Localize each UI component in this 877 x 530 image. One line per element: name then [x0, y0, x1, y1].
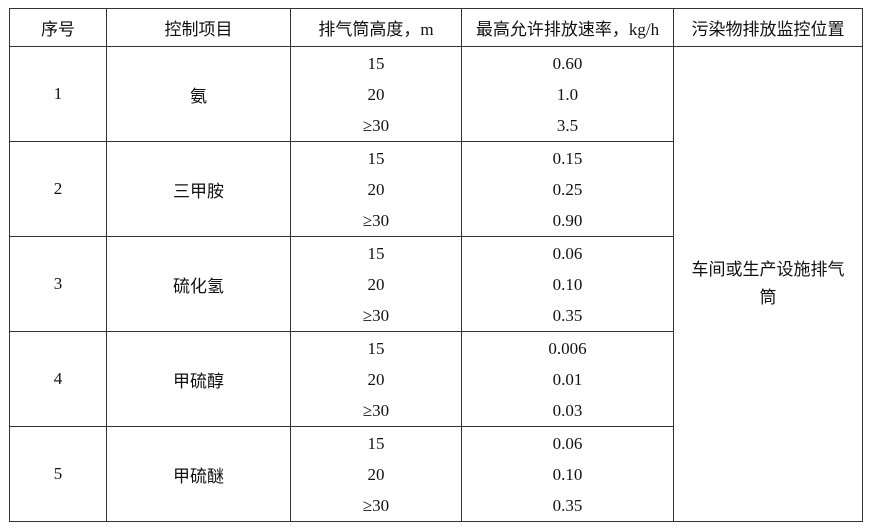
stack-height: 20	[367, 179, 385, 199]
stack-height: 20	[367, 369, 385, 389]
control-item: 硫化氢	[106, 236, 291, 332]
emission-rates: 0.15 0.25 0.90	[461, 141, 674, 237]
control-item: 甲硫醚	[106, 426, 291, 522]
emission-rates: 0.60 1.0 3.5	[461, 46, 674, 142]
stack-heights: 15 20 ≥30	[290, 236, 462, 332]
stack-height: 20	[367, 464, 385, 484]
stack-heights: 15 20 ≥30	[290, 46, 462, 142]
row-no: 1	[9, 46, 107, 142]
control-item: 氨	[106, 46, 291, 142]
stack-height: 15	[367, 148, 385, 168]
stack-height: 15	[367, 53, 385, 73]
emission-rate: 3.5	[556, 115, 579, 135]
emission-rate: 0.06	[552, 243, 583, 263]
stack-height: 15	[367, 243, 385, 263]
monitoring-location-cell: 车间或生产设施排气筒	[673, 46, 863, 522]
stack-heights: 15 20 ≥30	[290, 141, 462, 237]
table-row: 5 甲硫醚 15 20 ≥30 0.06 0.10 0.35	[9, 426, 863, 522]
stack-height: 20	[367, 84, 385, 104]
table-row: 1 氨 15 20 ≥30 0.60 1.0 3.5 车间或生产设施排气筒	[9, 46, 863, 522]
emission-rate: 0.35	[552, 495, 583, 515]
emission-rate: 0.06	[552, 433, 583, 453]
emission-rate: 0.25	[552, 179, 583, 199]
table-row: 4 甲硫醇 15 20 ≥30 0.006 0.01 0.03	[9, 331, 863, 427]
header-row: 序号 控制项目 排气筒高度，m 最高允许排放速率，kg/h 污染物排放监控位置	[9, 8, 863, 47]
emission-rate: 0.90	[552, 210, 583, 230]
row-no: 2	[9, 141, 107, 237]
emission-rate: 0.03	[552, 400, 583, 420]
stack-height: ≥30	[362, 495, 390, 515]
control-item: 三甲胺	[106, 141, 291, 237]
header-item: 控制项目	[106, 8, 291, 47]
stack-height: 15	[367, 433, 385, 453]
emission-rate: 0.10	[552, 464, 583, 484]
emission-rate: 0.01	[552, 369, 583, 389]
stack-heights: 15 20 ≥30	[290, 426, 462, 522]
header-height: 排气筒高度，m	[290, 8, 462, 47]
emission-limits-table: 序号 控制项目 排气筒高度，m 最高允许排放速率，kg/h 污染物排放监控位置 …	[9, 8, 863, 522]
stack-height: ≥30	[362, 400, 390, 420]
table-row: 3 硫化氢 15 20 ≥30 0.06 0.10 0.35	[9, 236, 863, 332]
stack-height: 15	[367, 338, 385, 358]
stack-height: ≥30	[362, 210, 390, 230]
emission-rate: 0.10	[552, 274, 583, 294]
row-no: 5	[9, 426, 107, 522]
header-location: 污染物排放监控位置	[673, 8, 863, 47]
stack-height: ≥30	[362, 115, 390, 135]
stack-height: ≥30	[362, 305, 390, 325]
emission-rate: 0.35	[552, 305, 583, 325]
emission-rate: 1.0	[556, 84, 579, 104]
row-no: 3	[9, 236, 107, 332]
control-item: 甲硫醇	[106, 331, 291, 427]
emission-rates: 0.06 0.10 0.35	[461, 426, 674, 522]
monitoring-location: 车间或生产设施排气筒	[691, 260, 845, 307]
stack-heights: 15 20 ≥30	[290, 331, 462, 427]
row-no: 4	[9, 331, 107, 427]
emission-rate: 0.15	[552, 148, 583, 168]
header-no: 序号	[9, 8, 107, 47]
header-rate: 最高允许排放速率，kg/h	[461, 8, 674, 47]
emission-rates: 0.006 0.01 0.03	[461, 331, 674, 427]
emission-rate: 0.006	[548, 338, 587, 358]
emission-rates: 0.06 0.10 0.35	[461, 236, 674, 332]
table-row: 2 三甲胺 15 20 ≥30 0.15 0.25 0.90	[9, 141, 863, 237]
emission-rate: 0.60	[552, 53, 583, 73]
stack-height: 20	[367, 274, 385, 294]
